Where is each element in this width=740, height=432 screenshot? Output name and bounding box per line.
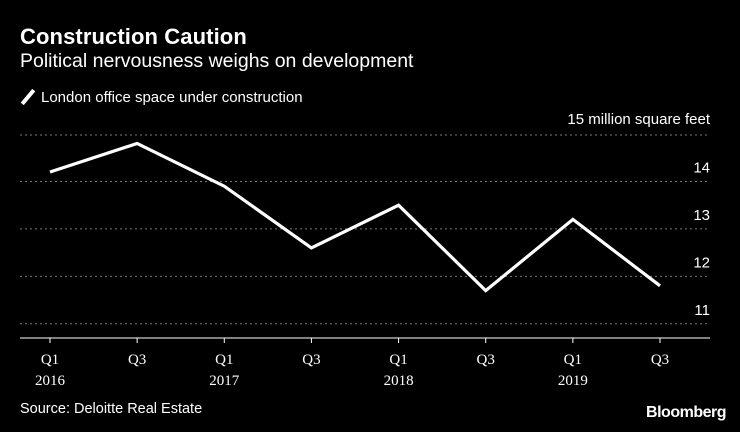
y-tick-label: 12 xyxy=(693,254,710,271)
legend: London office space under construction xyxy=(20,88,303,106)
x-tick-label-year: 2018 xyxy=(384,373,414,389)
y-tick-label: 11 xyxy=(694,302,710,319)
y-tick-label: 13 xyxy=(693,207,710,224)
x-tick-label-year: 2016 xyxy=(35,373,66,389)
brand-logo: Bloomberg xyxy=(646,404,726,421)
y-axis-unit-label: 15 million square feet xyxy=(567,111,710,128)
source-note: Source: Deloitte Real Estate xyxy=(20,401,203,417)
legend-label: London office space under construction xyxy=(41,88,303,106)
x-tick-label-quarter: Q1 xyxy=(215,352,233,368)
x-tick-label-quarter: Q3 xyxy=(651,352,669,368)
x-tick-label-quarter: Q3 xyxy=(128,352,146,368)
x-tick-label-quarter: Q1 xyxy=(41,352,59,368)
y-tick-label: 14 xyxy=(693,159,710,176)
chart-title: Construction Caution xyxy=(20,24,247,49)
x-tick-label-quarter: Q3 xyxy=(477,352,495,368)
chart-subtitle: Political nervousness weighs on developm… xyxy=(20,50,414,72)
x-tick-label-quarter: Q1 xyxy=(564,352,582,368)
x-tick-label-quarter: Q3 xyxy=(302,352,320,368)
x-tick-label-year: 2017 xyxy=(209,373,240,389)
x-tick-label-year: 2019 xyxy=(558,373,588,389)
x-tick-label-quarter: Q1 xyxy=(389,352,407,368)
series-line xyxy=(49,141,661,293)
